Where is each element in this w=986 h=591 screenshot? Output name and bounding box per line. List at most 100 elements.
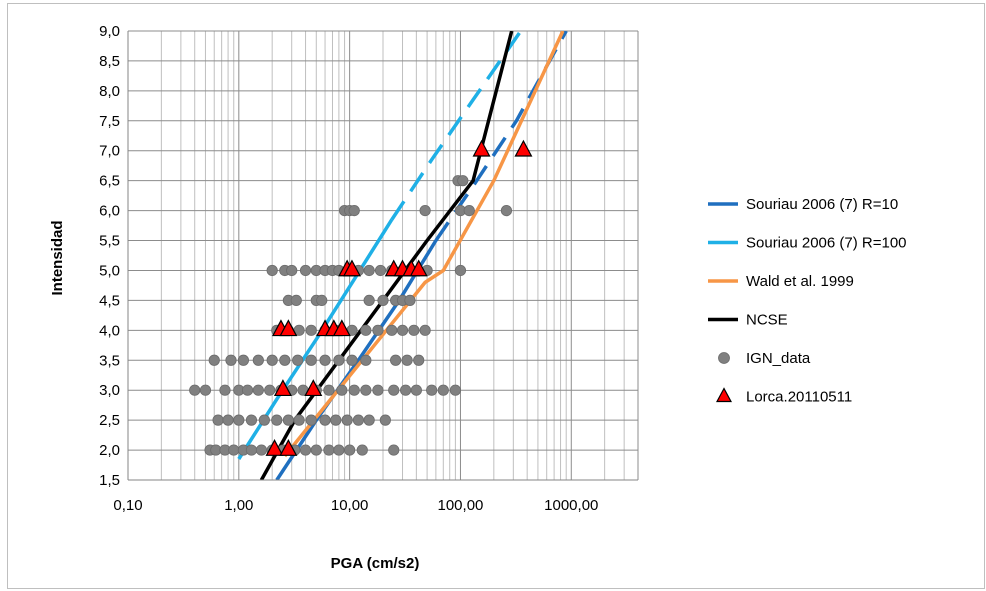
ign-data-point	[219, 384, 231, 396]
y-tick-label: 7,5	[99, 113, 120, 130]
lorca-data-point	[279, 439, 298, 456]
legend-circle-swatch	[718, 352, 730, 364]
legend-label: NCSE	[746, 312, 788, 329]
ign-data-point	[299, 264, 312, 277]
ign-data-point	[457, 175, 469, 187]
ign-data-point	[360, 324, 372, 336]
x-tick-label: 1,00	[224, 497, 253, 514]
ign-data-point	[346, 354, 358, 366]
ign-data-point	[279, 354, 291, 366]
ign-data-point	[404, 294, 416, 306]
ign-data-point	[305, 414, 317, 426]
ign-data-point	[388, 384, 400, 396]
y-tick-label: 4,5	[99, 292, 120, 309]
ign-data-point	[310, 444, 322, 456]
legend-entry: Lorca.20110511	[715, 387, 852, 406]
ign-data-point	[363, 264, 375, 277]
ign-data-point	[305, 354, 317, 366]
ign-data-point	[319, 414, 331, 426]
ign-data-point	[363, 414, 375, 426]
ign-data-point	[419, 205, 431, 217]
ign-data-point	[266, 264, 278, 277]
ign-data-point	[208, 354, 220, 366]
ign-data-point	[299, 444, 312, 456]
ign-data-point	[348, 205, 360, 217]
legend-label: Lorca.20110511	[746, 389, 852, 406]
ign-data-point	[255, 444, 268, 456]
ign-data-point	[228, 444, 240, 456]
ign-data-point	[225, 354, 237, 366]
ign-data-point	[363, 294, 375, 306]
lorca-data-point	[472, 139, 491, 157]
legend-entry: Souriau 2006 (7) R=10	[708, 196, 898, 213]
ign-data-point	[390, 354, 402, 366]
ign-data-point	[241, 384, 254, 396]
ign-data-point	[500, 205, 513, 217]
ign-data-point	[305, 324, 317, 336]
y-tick-label: 6,0	[99, 203, 120, 220]
ign-data-point	[266, 354, 278, 366]
chart-frame	[7, 3, 985, 589]
ign-data-point	[360, 354, 372, 366]
ign-data-point	[419, 324, 431, 336]
ign-data-point	[271, 414, 283, 426]
ign-data-point	[330, 414, 342, 426]
ign-data-point	[377, 294, 389, 306]
legend-label: Wald et al. 1999	[746, 273, 854, 290]
ign-data-point	[252, 354, 264, 366]
series-layer	[189, 31, 568, 480]
ign-data-point	[333, 354, 345, 366]
y-tick-label: 2,0	[99, 442, 120, 459]
legend-entry: IGN_data	[718, 350, 811, 367]
y-tick-label: 5,5	[99, 233, 120, 250]
ign-data-point	[454, 264, 467, 277]
ign-data-point	[386, 324, 398, 336]
legend-label: Souriau 2006 (7) R=10	[746, 196, 898, 213]
legend-entry: Souriau 2006 (7) R=100	[708, 235, 907, 252]
ign-data-point	[400, 384, 412, 396]
y-tick-label: 5,0	[99, 262, 120, 279]
ign-data-point	[348, 384, 360, 396]
ign-data-point	[333, 444, 345, 456]
x-tick-label: 10,00	[331, 497, 369, 514]
ign-data-point	[323, 384, 335, 396]
ign-data-point	[413, 354, 425, 366]
legend-entry: Wald et al. 1999	[708, 273, 854, 290]
ign-data-point	[410, 384, 422, 396]
x-tick-label: 0,10	[113, 497, 142, 514]
ign-data-point	[222, 414, 234, 426]
series-line-0	[275, 239, 438, 480]
series-dashed-line-1	[390, 31, 523, 221]
ign-data-point	[388, 444, 400, 456]
y-tick-label: 8,0	[99, 83, 120, 100]
legend-entry: NCSE	[708, 312, 788, 329]
y-tick-label: 8,5	[99, 53, 120, 70]
ign-data-point	[336, 384, 348, 396]
ign-data-point	[408, 324, 420, 336]
y-tick-label: 7,0	[99, 143, 120, 160]
lorca-data-point	[273, 379, 292, 397]
ign-data-point	[396, 324, 409, 336]
ign-data-point	[463, 205, 475, 217]
y-tick-label: 1,5	[99, 472, 120, 489]
ign-data-point	[426, 384, 438, 396]
ign-data-point	[258, 414, 270, 426]
ign-data-point	[401, 354, 413, 366]
x-tick-label: 100,00	[438, 497, 484, 514]
lorca-data-point	[265, 439, 284, 456]
x-axis-label: PGA (cm/s2)	[331, 555, 420, 572]
ign-data-point	[189, 384, 201, 396]
ign-data-point	[379, 414, 391, 426]
legend: Souriau 2006 (7) R=10 Souriau 2006 (7) R=…	[708, 196, 907, 406]
y-tick-label: 3,5	[99, 352, 120, 369]
ign-data-point	[372, 324, 384, 336]
ign-data-point	[319, 354, 331, 366]
lorca-data-point	[279, 319, 298, 337]
grid	[127, 30, 639, 481]
axes: 1,5 2,0 2,5 3,0 3,5 4,0 4,5 5,0 5,5 6,0 6,5 7,0 7,5 8…	[99, 23, 639, 514]
legend-label: Souriau 2006 (7) R=100	[746, 235, 907, 252]
ign-data-point	[344, 444, 356, 456]
ign-data-point	[352, 414, 365, 426]
y-tick-label: 3,0	[99, 382, 120, 399]
